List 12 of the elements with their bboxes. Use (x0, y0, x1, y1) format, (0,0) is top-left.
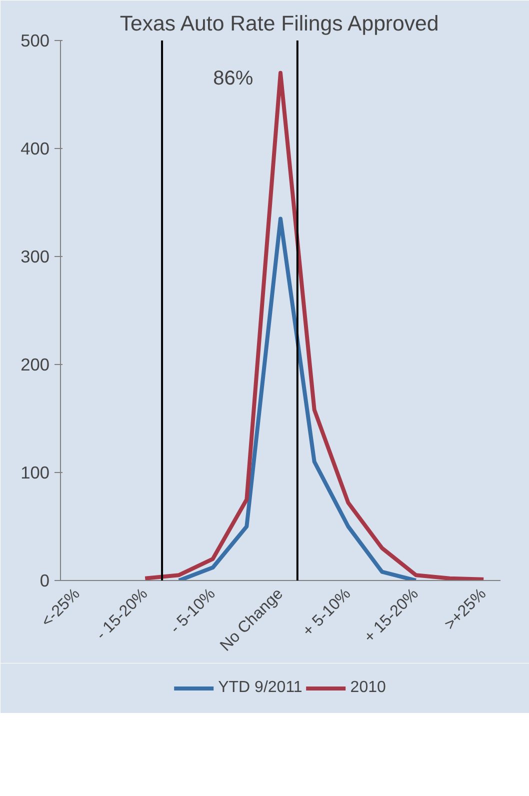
chart-title: Texas Auto Rate Filings Approved (120, 12, 439, 36)
y-tick-label: 500 (20, 30, 50, 50)
annotation: 86% (213, 67, 254, 90)
y-tick-label: 400 (20, 138, 50, 158)
y-tick-label: 0 (40, 570, 50, 590)
y-tick-label: 200 (20, 354, 50, 374)
y-tick-label: 100 (20, 462, 50, 482)
y-tick-label: 300 (20, 246, 50, 266)
line-series (143, 70, 486, 580)
legend-label: 2010 (350, 679, 386, 697)
line-series (176, 216, 418, 580)
legend-label: YTD 9/2011 (218, 679, 302, 697)
